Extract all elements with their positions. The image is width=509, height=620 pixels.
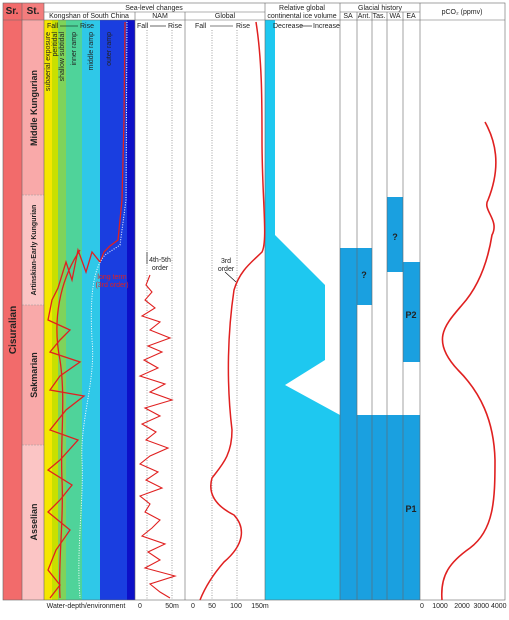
short-term-curve (46, 21, 126, 599)
glacial-block (340, 305, 357, 600)
scale-label: 150m (251, 603, 269, 610)
series-column (3, 3, 22, 600)
stage-band (22, 445, 44, 600)
scale-label: 50 (208, 603, 216, 610)
stage-name: Middle Kungurian (29, 70, 39, 146)
global-curve (199, 21, 266, 601)
ice-header: Relative global (279, 5, 325, 12)
glacial-header: Glacial history (358, 5, 402, 12)
annotation: long term (97, 274, 126, 281)
scale-label: 0 (191, 603, 195, 610)
annotation: order (218, 266, 235, 273)
stage-band (22, 20, 44, 195)
annotation: 3rd (221, 258, 231, 265)
pco2-curve (440, 121, 497, 601)
stage-band (22, 305, 44, 445)
env-band (52, 20, 58, 600)
sea-level-header: Sea-level changes (125, 5, 183, 12)
glacial-col: WA (389, 13, 400, 20)
env-band (82, 20, 100, 600)
scale-label: 50m (165, 603, 179, 610)
scale-label: 0 (138, 603, 142, 610)
phase-label: P2 (405, 310, 416, 320)
scale-label: 1000 (432, 603, 448, 610)
scale-label: 3000 4000 (473, 603, 506, 610)
series-header: Sr. (6, 6, 19, 17)
frame-line (21, 3, 421, 600)
direction: Fall (47, 23, 59, 30)
env-band (127, 20, 135, 600)
glacial-block (387, 197, 403, 272)
direction: Fall (137, 23, 149, 30)
stage-band (22, 195, 44, 305)
direction: Increase (313, 23, 340, 30)
annotation: 4th-5th (149, 257, 171, 264)
kongshan-header: Kongshan of South China (49, 13, 129, 20)
scale-label: 2000 (454, 603, 470, 610)
series-name: Cisuralian (8, 306, 19, 354)
stage-name: Sakmarian (29, 352, 39, 398)
global-header: Global (215, 13, 236, 20)
env-band (100, 20, 127, 600)
direction: Rise (236, 23, 250, 30)
direction: Fall (195, 23, 207, 30)
scale-label: 100 (230, 603, 242, 610)
annotation: order (152, 265, 169, 272)
long-term-curve (56, 249, 81, 599)
nam-curve (138, 274, 177, 599)
env-label: subaerial exposure (45, 32, 52, 91)
env-band (58, 20, 66, 600)
glacial-col: Ant. (358, 13, 371, 20)
env-band (44, 20, 52, 600)
direction: Decrease (273, 23, 303, 30)
glacial-col: EA (406, 13, 416, 20)
glacial-col: SA (343, 13, 353, 20)
glacial-block (357, 415, 420, 600)
stage-name: Asselian (29, 503, 39, 540)
envelope-curve (78, 21, 128, 599)
footer-label: Water-depth/environment (47, 603, 126, 610)
env-label: shallow subtidal (59, 32, 66, 82)
phase-label: P1 (405, 504, 416, 514)
stage-header-label: St. (27, 6, 40, 17)
glacial-block (403, 262, 420, 362)
uncertain-mark: ? (361, 270, 367, 280)
nam-header: NAM (152, 13, 168, 20)
env-label: middle ramp (88, 32, 95, 71)
env-label: outer ramp (106, 32, 113, 66)
frame-line (224, 271, 237, 283)
pco2-header: pCO₂ (ppmv) (442, 9, 483, 16)
env-label: inner ramp (71, 32, 78, 66)
scale-label: 0 (420, 603, 424, 610)
direction: Rise (80, 23, 94, 30)
frame-line (146, 30, 238, 600)
stage-header (22, 3, 44, 20)
env-label: peritidal (52, 32, 59, 57)
env-band (66, 20, 82, 600)
ice-volume (265, 20, 340, 600)
stage-name: Artinskian-Early Kungurian (31, 205, 38, 296)
uncertain-mark: ? (392, 232, 398, 242)
frame-line (2, 2, 506, 601)
direction: Rise (168, 23, 182, 30)
glacial-col: Tas. (373, 13, 386, 20)
annotation: (3rd order) (95, 282, 128, 289)
glacial-block (340, 248, 372, 305)
ice-header: continental ice volume (267, 13, 336, 20)
